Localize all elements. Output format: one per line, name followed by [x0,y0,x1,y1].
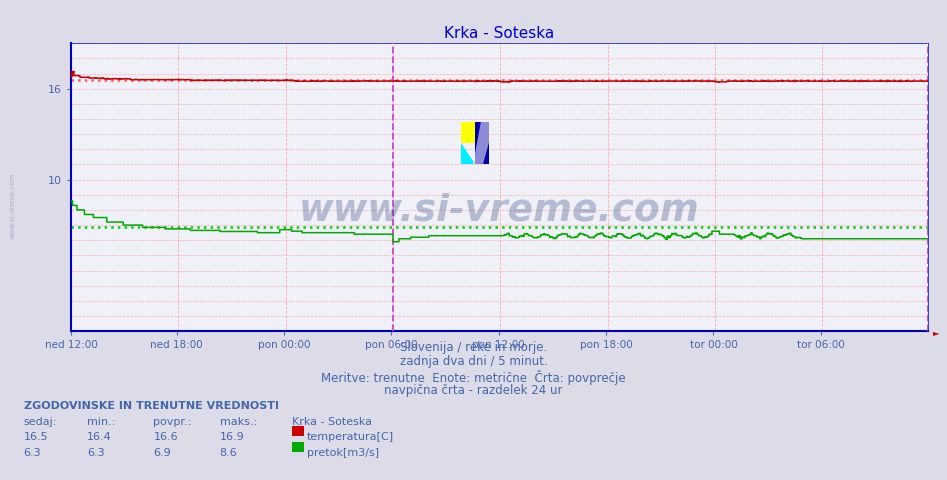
Text: 6.9: 6.9 [153,448,171,458]
Text: ►: ► [933,328,939,337]
Polygon shape [461,143,475,164]
Polygon shape [474,122,490,164]
Polygon shape [475,122,490,164]
Text: temperatura[C]: temperatura[C] [307,432,394,443]
Text: ZGODOVINSKE IN TRENUTNE VREDNOSTI: ZGODOVINSKE IN TRENUTNE VREDNOSTI [24,401,278,411]
Text: 8.6: 8.6 [220,448,238,458]
Text: 16.6: 16.6 [153,432,178,443]
Text: 16.5: 16.5 [24,432,48,443]
Text: 16.4: 16.4 [87,432,112,443]
Text: Meritve: trenutne  Enote: metrične  Črta: povprečje: Meritve: trenutne Enote: metrične Črta: … [321,370,626,384]
Text: www.si-vreme.com: www.si-vreme.com [299,192,700,228]
Text: 6.3: 6.3 [24,448,42,458]
Text: 16.9: 16.9 [220,432,244,443]
Text: Krka - Soteska: Krka - Soteska [292,417,371,427]
Text: 6.3: 6.3 [87,448,105,458]
Text: maks.:: maks.: [220,417,257,427]
Text: sedaj:: sedaj: [24,417,57,427]
Text: min.:: min.: [87,417,116,427]
Title: Krka - Soteska: Krka - Soteska [444,25,555,41]
Bar [461,122,475,143]
Text: navpična črta - razdelek 24 ur: navpična črta - razdelek 24 ur [384,384,563,397]
Text: www.si-vreme.com: www.si-vreme.com [9,173,15,240]
Text: povpr.:: povpr.: [153,417,191,427]
Text: zadnja dva dni / 5 minut.: zadnja dva dni / 5 minut. [400,355,547,368]
Text: pretok[m3/s]: pretok[m3/s] [307,448,379,458]
Text: Slovenija / reke in morje.: Slovenija / reke in morje. [400,341,547,354]
